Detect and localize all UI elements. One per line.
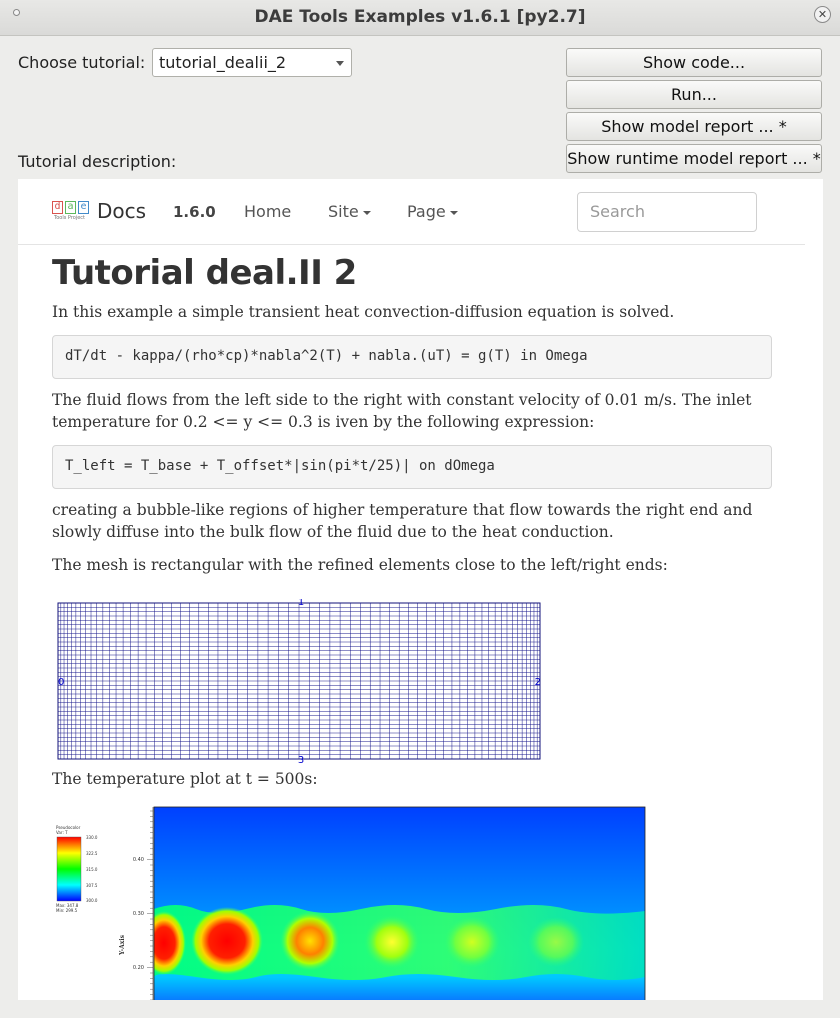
- docs-brand[interactable]: Docs: [97, 199, 147, 223]
- mesh-label-right: 2: [535, 677, 541, 688]
- temperature-field: [154, 807, 645, 1000]
- intro-paragraph: In this example a simple transient heat …: [52, 303, 675, 321]
- logo-letter: e: [78, 201, 89, 214]
- logo-letter: d: [52, 201, 63, 214]
- mesh-label-top: 1: [298, 599, 304, 608]
- nav-site-label: Site: [328, 202, 359, 221]
- warm-bubble: [280, 911, 340, 971]
- logo-subtext: Tools Project: [54, 215, 86, 221]
- legend-tick: 315.0: [86, 867, 98, 872]
- y-axis-label: Y-Axis: [119, 934, 126, 956]
- plot-frame: [153, 806, 646, 1000]
- window-titlebar: DAE Tools Examples v1.6.1 [py2.7] ✕: [0, 0, 840, 36]
- mesh-label-left: 0: [58, 677, 64, 688]
- cool-bubble: [528, 917, 584, 967]
- window-title: DAE Tools Examples v1.6.1 [py2.7]: [254, 7, 586, 27]
- legend-title: Pseudocolor: [56, 825, 81, 830]
- docs-search-input[interactable]: Search: [577, 192, 757, 232]
- caret-down-icon: [449, 210, 458, 215]
- run-button[interactable]: Run...: [566, 80, 822, 109]
- flow-paragraph: The fluid flows from the left side to th…: [52, 391, 752, 431]
- docs-content: Tutorial deal.II 2 In this example a sim…: [52, 253, 772, 576]
- tutorial-select-value: tutorial_dealii_2: [159, 53, 287, 72]
- tutorial-description-label: Tutorial description:: [18, 152, 177, 171]
- temperature-plot-image: Pseudocolor Var: T 330.0 322.5 315.0 307…: [56, 806, 646, 1000]
- hot-bubble: [191, 907, 263, 975]
- nav-site-menu[interactable]: Site: [328, 202, 371, 221]
- show-model-report-button[interactable]: Show model report ... *: [566, 112, 822, 141]
- y-tick: 0.40: [133, 857, 144, 863]
- bubble-paragraph: creating a bubble-like regions of higher…: [52, 501, 753, 541]
- show-code-button[interactable]: Show code...: [566, 48, 822, 77]
- mesh-label-bottom: 3: [298, 755, 304, 763]
- page-title: Tutorial deal.II 2: [52, 253, 357, 293]
- legend-max: Max: 347.8: [56, 903, 79, 908]
- docs-navbar: d a e Tools Project Docs 1.6.0 Home Site…: [18, 179, 805, 245]
- y-tick: 0.30: [133, 911, 144, 917]
- legend-tick: 307.5: [86, 883, 98, 888]
- choose-tutorial-label: Choose tutorial:: [18, 53, 146, 72]
- tutorial-select[interactable]: tutorial_dealii_2: [152, 48, 352, 77]
- logo-letter: a: [65, 201, 76, 214]
- legend-min: Min: 299.5: [56, 908, 78, 913]
- nav-page-menu[interactable]: Page: [407, 202, 458, 221]
- code-block: dT/dt - kappa/(rho*cp)*nabla^2(T) + nabl…: [52, 335, 772, 379]
- color-bar: [56, 836, 82, 902]
- tutorial-description-view[interactable]: d a e Tools Project Docs 1.6.0 Home Site…: [18, 179, 823, 1000]
- mesh-paragraph: The mesh is rectangular with the refined…: [52, 556, 668, 574]
- mesh-border: [57, 602, 541, 760]
- legend-variable: Var: T: [56, 830, 68, 835]
- code-block: T_left = T_base + T_offset*|sin(pi*t/25)…: [52, 445, 772, 489]
- hot-bubble: [154, 911, 186, 975]
- window-menu-icon[interactable]: [13, 9, 20, 16]
- docs-version: 1.6.0: [173, 203, 216, 221]
- show-runtime-report-button[interactable]: Show runtime model report ... *: [566, 144, 822, 173]
- y-tick: 0.20: [133, 965, 144, 971]
- chevron-down-icon: [336, 61, 344, 66]
- temperature-paragraph: The temperature plot at t = 500s:: [52, 770, 318, 788]
- y-axis-ticks: [147, 810, 153, 1000]
- legend-tick: 300.0: [86, 898, 98, 903]
- nav-page-label: Page: [407, 202, 446, 221]
- mild-bubble: [364, 915, 420, 969]
- daetools-logo[interactable]: d a e Tools Project: [52, 201, 92, 227]
- cool-bubble: [444, 916, 500, 968]
- legend-tick: 322.5: [86, 851, 98, 856]
- mesh-image: 1 0 2 3: [57, 599, 541, 763]
- close-icon[interactable]: ✕: [814, 6, 831, 23]
- nav-home-link[interactable]: Home: [244, 202, 292, 221]
- legend-tick: 330.0: [86, 835, 98, 840]
- caret-down-icon: [362, 210, 371, 215]
